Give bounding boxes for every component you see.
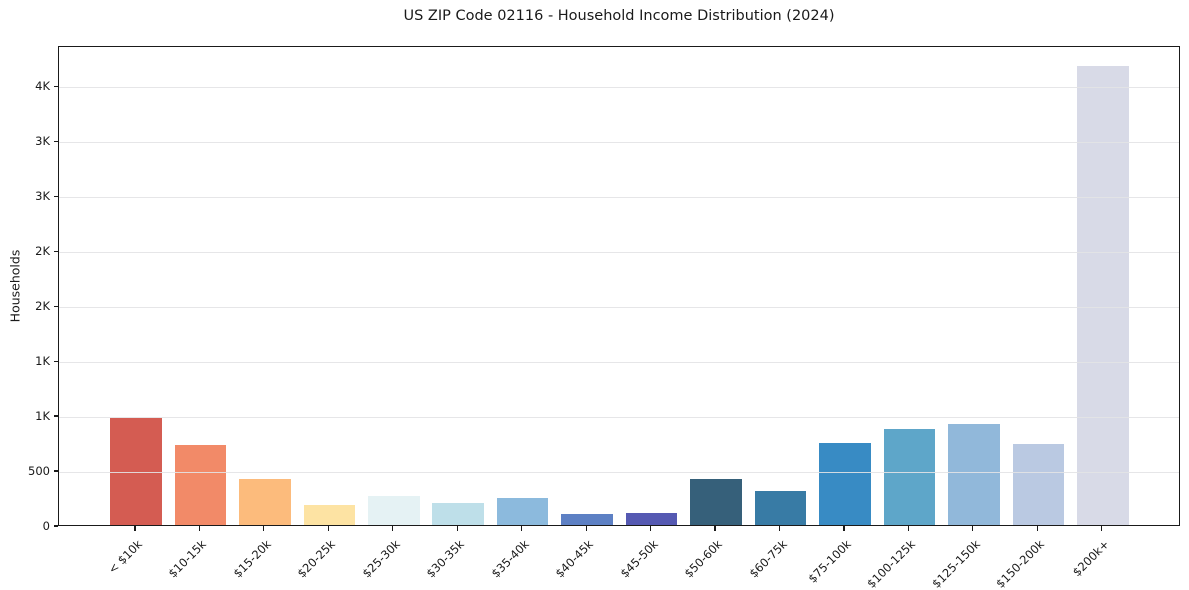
bar (174, 445, 227, 525)
y-tick-label: 3K (35, 134, 50, 149)
grid-line (59, 197, 1179, 199)
x-tick-mark (585, 526, 587, 531)
y-tick-mark (53, 415, 58, 417)
y-axis-ticks: 0 500 1K 1K 2K 2K 3K 3K 4K (0, 46, 50, 533)
x-tick-mark (134, 526, 136, 531)
bar (496, 497, 549, 525)
bar (1012, 443, 1065, 525)
y-tick-mark (53, 140, 58, 142)
y-tick-mark (53, 85, 58, 87)
bar (239, 478, 291, 525)
y-tick-mark (53, 360, 58, 362)
y-tick-mark (53, 470, 58, 472)
x-tick-mark (521, 526, 523, 531)
y-tick-label: 1K (35, 354, 50, 369)
chart-title: US ZIP Code 02116 - Household Income Dis… (403, 8, 835, 24)
x-tick-mark (392, 526, 394, 531)
y-tick-label: 2K (35, 299, 50, 314)
x-tick-mark (263, 526, 265, 531)
bar (883, 429, 936, 525)
x-tick-mark (198, 526, 201, 531)
y-tick-mark (53, 305, 58, 307)
bar (819, 443, 871, 525)
x-axis-ticks: < $10k $10-15k $15-20k $20-25k $25-30k $30-35… (58, 530, 1180, 590)
x-tick-mark (907, 526, 909, 531)
y-tick-label: 500 (28, 464, 50, 478)
y-tick-label: 3K (35, 189, 50, 204)
x-tick-mark (972, 526, 974, 531)
y-tick-mark (53, 250, 58, 252)
x-tick-mark (327, 526, 329, 531)
grid-line (59, 362, 1179, 364)
y-tick-mark (53, 525, 58, 527)
bar (110, 418, 162, 525)
grid-line (59, 472, 1179, 473)
bar (561, 514, 613, 525)
x-tick-mark (714, 526, 716, 531)
grid-line (59, 417, 1179, 418)
x-tick-mark (778, 526, 781, 531)
bar (754, 490, 807, 525)
y-tick-label: 0 (42, 519, 50, 533)
x-tick-mark (843, 526, 845, 531)
grid-line (59, 142, 1179, 144)
grid-line (59, 87, 1179, 89)
bar (1076, 66, 1129, 525)
bar (432, 503, 485, 525)
bar (303, 505, 356, 525)
y-tick-label: 1K (35, 409, 50, 423)
x-tick-mark (650, 526, 652, 531)
bar (625, 512, 678, 525)
plot-area (58, 46, 1180, 526)
bar (690, 479, 742, 525)
y-tick-label: 2K (35, 244, 50, 259)
y-tick-label: 4K (35, 79, 50, 94)
bar (368, 496, 420, 525)
x-tick-label: < $10k (105, 537, 145, 577)
x-tick-mark (1036, 526, 1038, 531)
bar (948, 423, 1000, 525)
grid-line (59, 252, 1179, 254)
grid-line (59, 307, 1179, 309)
y-tick-mark (53, 195, 58, 197)
x-tick-mark (456, 526, 458, 531)
x-tick-mark (1101, 526, 1103, 531)
